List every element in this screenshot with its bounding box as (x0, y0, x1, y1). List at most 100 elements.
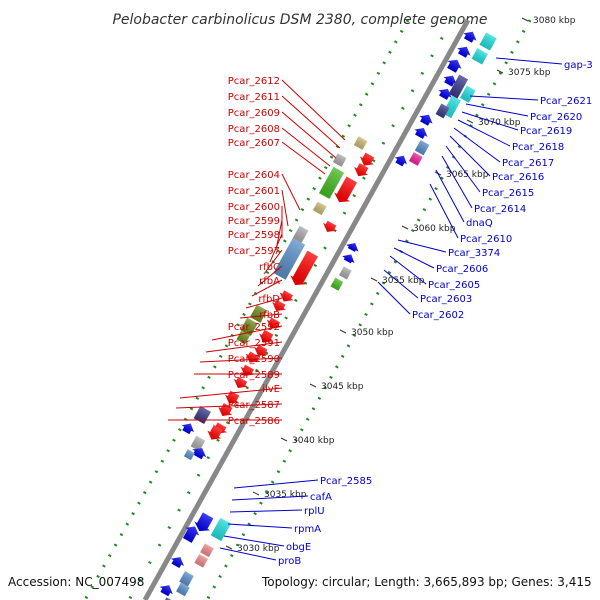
leader-line (245, 297, 283, 309)
right-label-text: Pcar_2606 (436, 264, 488, 275)
gene-feature (194, 512, 214, 532)
gene-shade (359, 152, 375, 166)
gene-feature (330, 277, 344, 291)
right-label-text: Pcar_3374 (448, 248, 500, 259)
left-gene-label: Pcar_2611 (228, 92, 341, 149)
leader-line (239, 313, 283, 319)
leader-line (397, 239, 447, 253)
gene-shade (419, 114, 433, 126)
gene-feature (207, 424, 223, 440)
right-gene-label: dnaQ (435, 169, 493, 229)
gene-shade (448, 74, 469, 99)
gene-shade (447, 59, 462, 73)
genome-backbone (142, 18, 471, 600)
gene-shade (443, 75, 457, 87)
gene-feature (448, 74, 469, 99)
gene-feature (339, 266, 352, 280)
gene-feature (273, 237, 306, 280)
leader-line (223, 535, 285, 547)
right-label-text: gap-3 (564, 60, 593, 71)
gene-shade (200, 543, 214, 558)
tick-mark (370, 277, 378, 282)
leader-line (281, 189, 289, 227)
leader-line (229, 509, 303, 513)
gene-feature (236, 330, 251, 345)
inner-dotted-line (205, 19, 532, 600)
left-gene-label: Pcar_2604 (228, 170, 301, 211)
gene-feature (334, 176, 358, 203)
leader-line (251, 279, 283, 297)
right-gene-label: Pcar_2621 (469, 95, 592, 107)
left-label-text: Pcar_2608 (228, 124, 280, 135)
left-label-text: Pcar_2590 (228, 354, 280, 365)
right-label-leaders: gap-3 Pcar_2621 Pcar_2620 Pcar_2619 Pcar_261… (219, 57, 593, 567)
right-gene-label: Pcar_2619 (461, 111, 572, 137)
tick-mark (466, 119, 474, 124)
gene-shade (479, 32, 497, 51)
gene-feature (435, 103, 450, 119)
gene-shade (290, 250, 318, 286)
right-gene-label: proB (219, 547, 301, 567)
tick-label: 3050 kbp (351, 328, 394, 338)
right-gene-label: Pcar_2603 (383, 269, 472, 305)
leader-line (227, 523, 293, 529)
gene-feature (179, 571, 194, 587)
gene-feature (346, 243, 359, 252)
tick-mark (225, 545, 233, 550)
left-gene-label: Pcar_2609 (228, 108, 337, 159)
leader-line (211, 325, 283, 341)
leader-line (469, 95, 539, 101)
gene-shade (183, 449, 195, 461)
tick-label: 3075 kbp (508, 68, 551, 78)
left-label-text: rfbC (259, 262, 280, 273)
gene-feature (182, 526, 200, 543)
gene-feature (463, 31, 477, 43)
topology-footer: Topology: circular; Length: 3,665,893 bp… (261, 575, 592, 589)
gene-feature (394, 155, 407, 167)
tick-mark (521, 17, 529, 22)
right-gene-label: Pcar_2605 (389, 255, 480, 291)
leader-line (263, 249, 283, 275)
leader-line (465, 103, 529, 117)
right-label-text: obgE (286, 542, 311, 553)
gene-shade (254, 344, 269, 356)
tick-mark (339, 329, 347, 334)
gene-shade (342, 254, 355, 264)
tick-dotted-lines (83, 19, 532, 600)
tick-label: 3030 kbp (237, 544, 280, 554)
gene-feature (342, 254, 355, 264)
leader-line (219, 547, 277, 561)
gene-feature (292, 225, 309, 243)
tick-mark (252, 491, 260, 496)
gene-shade (457, 46, 471, 58)
leader-line (441, 155, 473, 209)
gene-feature (408, 152, 423, 166)
gene-feature (200, 543, 214, 558)
left-label-text: rfbB (259, 310, 280, 321)
gene-feature (225, 390, 240, 404)
leader-line (233, 479, 319, 489)
left-label-text: Pcar_2591 (228, 338, 280, 349)
left-gene-label: Pcar_2612 (228, 76, 346, 141)
tick-mark (309, 383, 317, 388)
tick-label: 3080 kbp (533, 16, 576, 26)
leader-line (429, 183, 459, 239)
left-label-text: Pcar_2601 (228, 186, 280, 197)
gene-feature (419, 114, 433, 126)
right-gene-label: Pcar_2614 (441, 155, 526, 215)
gene-shade (408, 152, 423, 166)
left-label-text: Pcar_2598 (228, 230, 280, 241)
right-label-text: Pcar_2615 (482, 188, 534, 199)
right-label-text: Pcar_2618 (512, 142, 564, 153)
right-label-text: Pcar_2602 (412, 310, 464, 321)
tick-label: 3070 kbp (478, 118, 521, 128)
right-gene-label: Pcar_2615 (445, 145, 534, 199)
gene-feature (249, 304, 268, 323)
gene-shade (292, 225, 309, 243)
gene-shade (176, 582, 190, 597)
left-gene-label: Pcar_2592 (211, 322, 283, 341)
gene-shade (332, 153, 347, 167)
gene-feature (479, 32, 497, 51)
right-label-text: Pcar_2616 (492, 172, 544, 183)
